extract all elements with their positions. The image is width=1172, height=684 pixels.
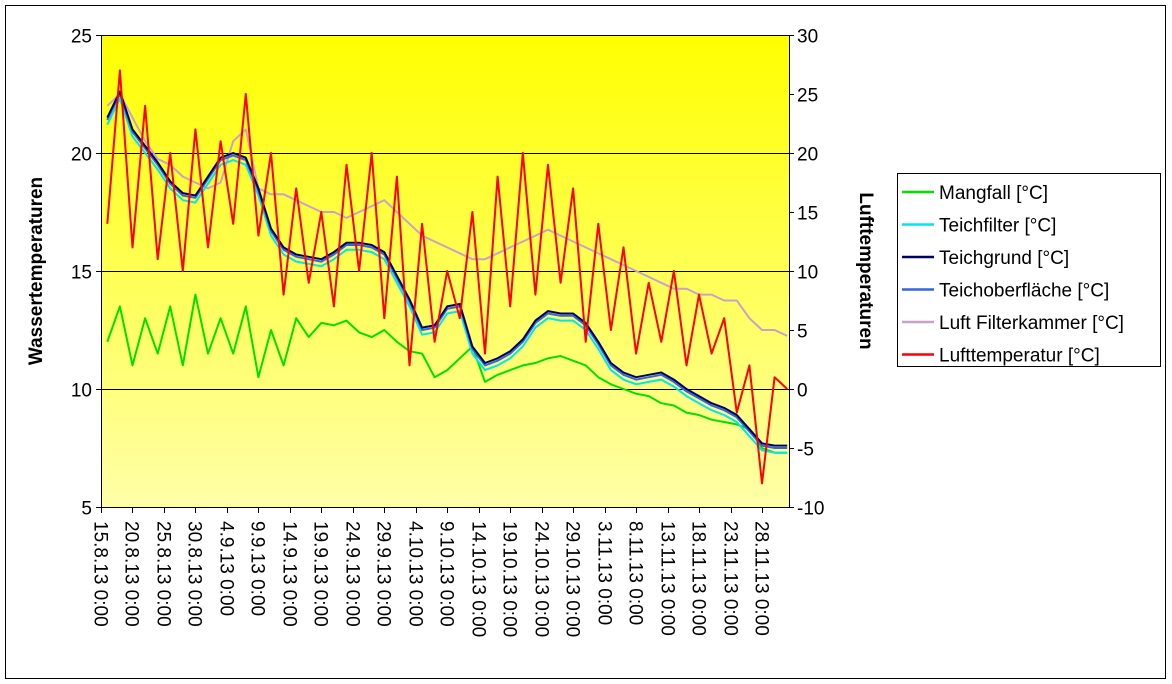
- x-tick-label: 23.11.13 0:00: [720, 521, 741, 636]
- x-tick-label: 4.10.13 0:00: [405, 521, 426, 627]
- legend-label: Mangfall [°C]: [939, 183, 1048, 204]
- y2-axis-title: Lufttemperaturen: [855, 192, 876, 349]
- x-tick-label: 14.10.13 0:00: [468, 521, 489, 637]
- y2-tick-label: -10: [797, 499, 824, 520]
- series-line-teichoberfläche: [106, 93, 788, 449]
- x-tick-label: 18.11.13 0:00: [688, 521, 709, 636]
- series-lines: [106, 69, 788, 485]
- legend-label: Lufttemperatur [°C]: [939, 346, 1100, 367]
- x-tick-label: 9.9.13 0:00: [247, 521, 268, 616]
- y2-tick-label: 30: [797, 27, 818, 48]
- y2-tick-label: 10: [797, 263, 818, 284]
- series-line-teichgrund: [106, 90, 788, 447]
- x-tick-label: 25.8.13 0:00: [153, 521, 174, 627]
- x-tick-label: 20.8.13 0:00: [121, 521, 142, 627]
- x-tick-label: 28.11.13 0:00: [751, 521, 772, 636]
- x-tick-label: 4.9.13 0:00: [216, 521, 237, 616]
- legend-label: Teichoberfläche [°C]: [939, 281, 1109, 302]
- y2-tick-label: 20: [797, 145, 818, 166]
- series-line-lufttemperatur: [106, 69, 788, 485]
- legend-label: Teichfilter [°C]: [939, 216, 1056, 237]
- series-line-luft: [106, 93, 788, 337]
- y-axis-title: Wassertemperaturen: [26, 177, 47, 365]
- x-tick-label: 15.8.13 0:00: [90, 521, 111, 627]
- series-line-teichfilter: [106, 97, 788, 454]
- x-tick-label: 29.10.13 0:00: [562, 521, 583, 637]
- y-tick-label: 10: [71, 381, 92, 402]
- x-tick-label: 29.9.13 0:00: [373, 521, 394, 627]
- x-tick-label: 19.10.13 0:00: [499, 521, 520, 637]
- x-tick-label: 24.9.13 0:00: [342, 521, 363, 627]
- x-tick-label: 14.9.13 0:00: [279, 521, 300, 627]
- legend-box: [897, 173, 1161, 367]
- y2-tick-label: -5: [797, 440, 814, 461]
- x-tick-label: 19.9.13 0:00: [310, 521, 331, 627]
- y2-tick-label: 0: [797, 381, 808, 402]
- legend: Mangfall [°C] Teichfilter [°C] Teichgrund …: [897, 173, 1161, 367]
- x-tick-label: 8.11.13 0:00: [625, 521, 646, 625]
- axes: 5 10 15 20 25 -10 -5 0 5 10 15 20 25 30 15.8.13 0:00 20…: [71, 27, 825, 638]
- x-tick-label: 30.8.13 0:00: [184, 521, 205, 627]
- y2-tick-label: 15: [797, 204, 818, 225]
- y-tick-label: 15: [71, 263, 92, 284]
- x-tick-label: 24.10.13 0:00: [531, 521, 552, 637]
- x-tick-label: 3.11.13 0:00: [594, 521, 615, 625]
- y2-tick-label: 25: [797, 86, 818, 107]
- x-tick-label: 13.11.13 0:00: [657, 521, 678, 636]
- x-tick-label: 9.10.13 0:00: [436, 521, 457, 627]
- legend-label: Luft Filterkammer [°C]: [939, 313, 1124, 334]
- y-tick-label: 25: [71, 27, 92, 48]
- y-tick-label: 20: [71, 145, 92, 166]
- y-tick-label: 5: [81, 499, 92, 520]
- series-line-mangfall: [106, 293, 788, 454]
- y2-tick-label: 5: [797, 322, 808, 343]
- legend-label: Teichgrund [°C]: [939, 248, 1069, 269]
